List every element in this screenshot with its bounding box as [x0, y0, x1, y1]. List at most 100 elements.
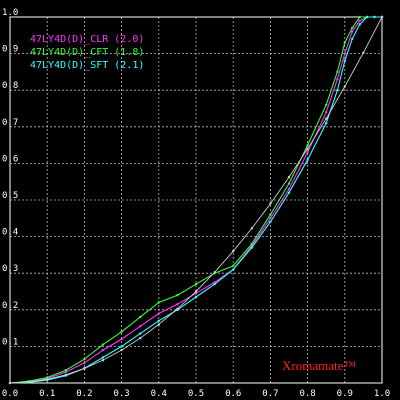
data-point [232, 250, 235, 253]
data-point [343, 85, 346, 88]
x-tick-label: 0.1 [39, 389, 55, 399]
y-tick-label: 0.2 [2, 301, 18, 311]
y-tick-label: 0.7 [2, 118, 18, 128]
data-point [46, 378, 49, 381]
data-point [139, 332, 142, 335]
data-point [83, 367, 86, 370]
data-point [64, 373, 68, 376]
legend: 47LY4D(D)_CLR (2.0) 47LY4D(D)_CFT (1.8) 47… [30, 34, 144, 71]
data-point [101, 356, 105, 359]
data-point [287, 175, 291, 179]
data-point [351, 37, 354, 41]
data-point [250, 227, 253, 230]
data-point [101, 343, 105, 346]
plot-frame [9, 16, 383, 384]
data-point [306, 143, 309, 147]
legend-entry: 47LY4D(D)_SFT (2.1) [30, 60, 144, 71]
data-point [287, 187, 291, 191]
data-point [269, 217, 272, 220]
data-point [64, 368, 68, 372]
x-tick-label: 0.2 [76, 389, 92, 399]
data-point [325, 103, 328, 107]
data-point [83, 361, 86, 365]
x-tick-label: 0.9 [337, 389, 353, 399]
data-point [343, 59, 346, 63]
x-tick-label: 0.4 [151, 389, 167, 399]
x-tick-label: 0.0 [2, 389, 18, 399]
data-point [120, 337, 123, 341]
x-tick-label: 0.3 [113, 389, 129, 399]
data-point [351, 26, 354, 30]
data-point [343, 41, 346, 44]
data-point [358, 23, 361, 26]
data-point [27, 380, 30, 384]
y-tick-label: 0.5 [2, 191, 18, 201]
y-tick-label: 0.8 [2, 81, 18, 91]
data-point [269, 220, 272, 224]
y-tick-label: 0.6 [2, 154, 18, 164]
data-point [157, 312, 160, 315]
data-point [176, 307, 179, 311]
axes [9, 16, 383, 384]
data-point [120, 345, 123, 348]
data-point [46, 376, 49, 379]
data-point [287, 191, 291, 194]
data-point [101, 348, 105, 352]
data-point [232, 264, 235, 268]
y-tick-label: 1.0 [2, 8, 18, 18]
data-point [120, 348, 123, 352]
data-point [362, 51, 365, 54]
data-point [213, 281, 216, 284]
data-point [325, 110, 328, 114]
data-point [325, 121, 328, 125]
data-point [306, 151, 309, 154]
data-point [336, 89, 339, 92]
data-point [380, 15, 384, 19]
data-point [101, 358, 105, 362]
data-point [64, 370, 68, 374]
data-point [139, 325, 142, 328]
data-point [269, 202, 272, 205]
data-point [194, 295, 198, 299]
y-tick-label: 0.1 [2, 337, 18, 347]
data-point [157, 323, 160, 326]
data-point [194, 292, 198, 295]
data-point [139, 315, 142, 319]
data-point [365, 15, 369, 19]
data-point [250, 246, 253, 249]
data-point [250, 242, 253, 246]
y-tick-labels: 0.1 0.2 0.3 0.4 0.5 0.6 0.7 0.8 0.9 1.0 [2, 8, 18, 347]
data-point [176, 303, 179, 306]
data-point [358, 19, 361, 22]
y-tick-label: 0.3 [2, 264, 18, 274]
x-tick-label: 1.0 [374, 389, 390, 399]
x-tick-labels: 0.0 0.1 0.2 0.3 0.4 0.5 0.6 0.7 0.8 0.9 1.0 [2, 389, 390, 399]
x-tick-label: 0.5 [188, 389, 204, 399]
grid-lines [10, 17, 382, 383]
data-point [336, 70, 339, 74]
legend-entry: 47LY4D(D)_CLR (2.0) [30, 34, 144, 45]
watermark: Xromamate™ [282, 358, 356, 373]
x-tick-label: 0.6 [225, 389, 241, 399]
x-tick-label: 0.7 [262, 389, 278, 399]
y-tick-label: 0.9 [2, 45, 18, 55]
legend-entry: 47LY4D(D)_CFT (1.8) [30, 47, 144, 58]
data-point [343, 52, 346, 55]
data-point [336, 78, 339, 81]
data-point [8, 381, 12, 385]
data-point [306, 147, 309, 150]
data-point [157, 301, 160, 304]
data-point [287, 182, 291, 185]
data-point [213, 271, 216, 274]
data-point [194, 290, 198, 293]
data-point [232, 268, 235, 271]
series-layer [8, 15, 384, 385]
data-point [83, 358, 86, 361]
data-point [325, 117, 328, 120]
data-point [213, 282, 216, 286]
x-tick-label: 0.8 [299, 389, 315, 399]
data-point [176, 293, 179, 297]
data-point [373, 15, 376, 19]
data-point [306, 158, 309, 161]
